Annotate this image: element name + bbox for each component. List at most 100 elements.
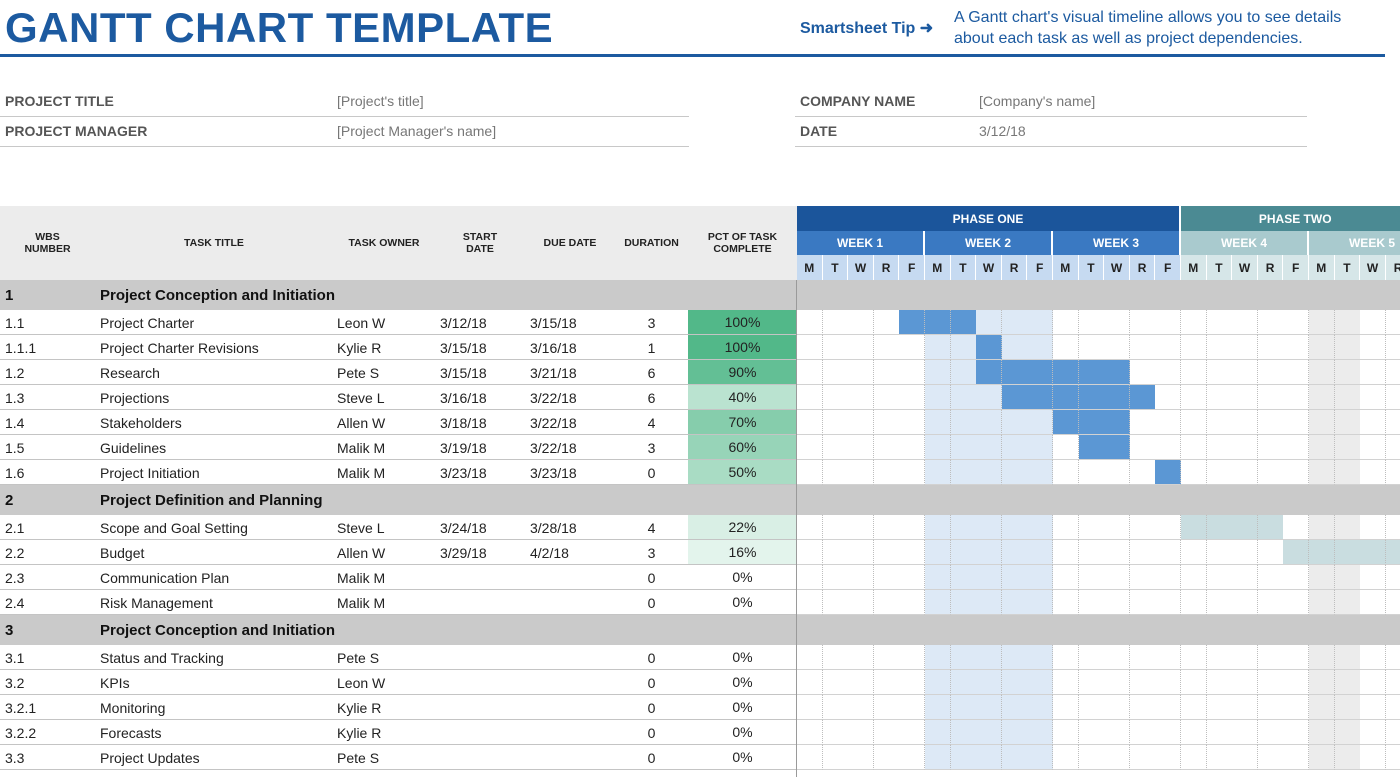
gantt-cell [1129,410,1156,435]
day-header: M [1181,255,1207,280]
task-title: Communication Plan [100,569,230,586]
gantt-cell [797,385,824,410]
gantt-cell [1155,435,1182,460]
gantt-cell [1283,590,1310,615]
task-title: Status and Tracking [100,649,224,666]
gantt-cell [1181,540,1208,565]
gantt-cell [1129,310,1156,335]
row-line [0,719,797,720]
task-owner: Kylie R [337,724,382,741]
gantt-cell [873,310,900,335]
gantt-cell [1104,565,1131,590]
gantt-cell [873,670,900,695]
gantt-cell [1385,540,1400,565]
gantt-cell [1129,670,1156,695]
gantt-cell [1360,360,1387,385]
pct-complete: 16% [688,540,797,565]
gantt-cell [1309,410,1336,435]
task-title: Monitoring [100,699,166,716]
gantt-cell [797,460,824,485]
gantt-cell [1334,360,1361,385]
field-value: 3/12/18 [979,123,1026,139]
gantt-cell [976,695,1003,720]
due-date: 3/22/18 [530,389,577,406]
pct-complete: 100% [688,335,797,360]
duration: 0 [647,699,656,716]
gantt-cell [1257,385,1284,410]
gantt-cell [1257,310,1284,335]
wbs-number: 1.1 [5,314,25,331]
duration: 3 [647,314,656,331]
day-header: W [1232,255,1258,280]
gantt-cell [1385,695,1400,720]
column-header: DUE DATE [543,237,597,249]
gantt-cell [822,745,849,770]
gantt-cell [1232,385,1259,410]
gantt-cell [1027,670,1054,695]
gantt-divider [796,280,797,777]
gantt-cell [1181,565,1208,590]
gantt-cell [1001,385,1028,410]
gantt-cell [1129,335,1156,360]
task-owner: Malik M [337,464,386,481]
day-header: R [1001,255,1028,280]
gantt-cell [1309,335,1336,360]
gantt-cell [1334,670,1361,695]
gantt-cell [925,385,952,410]
task-owner: Pete S [337,364,380,381]
row-line [0,669,797,670]
gantt-cell [1206,670,1233,695]
gantt-cell [899,360,926,385]
week-header: WEEK 3 [1053,231,1181,255]
gantt-cell [797,565,824,590]
gantt-cell [822,360,849,385]
gantt-cell [1334,460,1361,485]
gantt-cell [1078,540,1105,565]
gantt-cell [848,435,875,460]
gantt-cell [822,335,849,360]
wbs-number: 1.3 [5,389,25,406]
day-header: W [1360,255,1386,280]
day-header: R [1257,255,1284,280]
gantt-cell [1104,410,1131,435]
gantt-cell [976,515,1003,540]
gantt-cell [797,590,824,615]
gantt-cell [1129,385,1156,410]
gantt-cell [1155,670,1182,695]
day-header: F [1155,255,1181,280]
gantt-cell [1360,460,1387,485]
field-value: [Company's name] [979,93,1096,109]
gantt-cell [1001,515,1028,540]
gantt-cell [899,670,926,695]
wbs-number: 3.1 [5,649,25,666]
gantt-cell [976,720,1003,745]
gantt-cell [1257,460,1284,485]
wbs-number: 1.2 [5,364,25,381]
gantt-cell [1385,335,1400,360]
page-title: GANTT CHART TEMPLATE [5,4,554,51]
gantt-cell [1257,590,1284,615]
start-date: 3/23/18 [440,464,487,481]
gantt-cell [1385,310,1400,335]
gantt-cell [797,410,824,435]
gantt-cell [1104,590,1131,615]
gantt-cell [1309,565,1336,590]
gantt-cell [1283,385,1310,410]
gantt-cell [925,435,952,460]
gantt-cell [1181,695,1208,720]
gantt-cell [1104,310,1131,335]
gantt-cell [1104,720,1131,745]
gantt-cell [1309,360,1336,385]
gantt-cell [899,540,926,565]
gantt-cell [797,670,824,695]
gantt-cell [976,360,1003,385]
gantt-cell [1385,435,1400,460]
gantt-cell [1385,565,1400,590]
gantt-cell [1232,335,1259,360]
week-header: WEEK 2 [925,231,1053,255]
gantt-cell [1283,745,1310,770]
gantt-cell [1385,670,1400,695]
gantt-cell [1053,460,1080,485]
start-date: 3/19/18 [440,439,487,456]
